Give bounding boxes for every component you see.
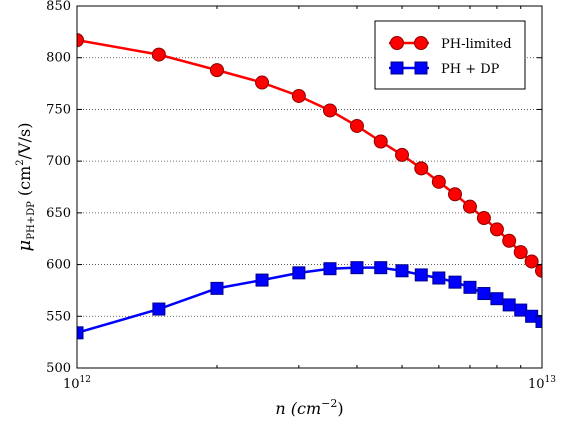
y-axis-label-open: (cm [15,166,34,201]
series-layer [77,33,542,340]
y-axis-label-sup: 2 [15,159,26,165]
data-point [373,134,388,149]
legend-item: PH-limited [389,36,512,52]
data-point [322,103,337,118]
y-tick-label: 750 [46,102,71,117]
data-point [395,147,410,162]
legend-marker [414,61,428,75]
data-point [431,174,446,189]
legend-marker [390,36,404,50]
data-point [291,88,306,103]
series-1 [77,33,542,278]
data-point [292,266,306,280]
data-point [513,245,528,260]
data-point [210,281,224,295]
data-point [489,222,504,237]
data-point [462,199,477,214]
data-point [374,261,388,275]
x-axis-label: n (cm−2) [275,397,343,418]
data-point [535,314,542,328]
data-point [209,63,224,78]
y-tick-label: 700 [46,154,71,169]
y-axis-label-sub: PH+DP [26,201,37,240]
y-tick-label: 650 [46,206,71,221]
data-point [151,47,166,62]
x-tick-label: 1013 [528,375,556,392]
data-point [414,268,428,282]
data-point [502,298,516,312]
data-point [524,254,539,269]
data-point [477,287,491,301]
data-point [350,261,364,275]
data-point [395,264,409,278]
data-point [77,33,84,48]
legend-label: PH + DP [441,62,500,77]
x-axis-label-exp: −2 [321,397,337,410]
y-tick-label: 600 [46,258,71,273]
data-point [463,280,477,294]
data-point [414,161,429,176]
y-axis-label-symbol: μ [14,240,35,252]
data-point [476,211,491,226]
legend-box [374,20,526,90]
y-tick-label: 550 [46,309,71,324]
legend-label: PH-limited [441,37,512,52]
data-point [349,118,364,133]
data-point [535,263,542,278]
legend: PH-limited PH + DP [374,20,526,90]
data-point [255,75,270,90]
y-axis-label-close: /V/s) [15,123,34,160]
data-point [448,187,463,202]
y-tick-label: 500 [46,361,71,376]
y-axis-label: μPH+DP (cm2/V/s) [14,123,37,252]
series-2 [77,261,542,340]
y-tick-label: 800 [46,51,71,66]
data-point [77,326,84,340]
x-axis-label-main: n (cm [275,399,321,418]
data-point [514,303,528,317]
plot-frame [76,5,543,369]
x-tick-label: 1012 [63,375,91,392]
legend-marker [390,61,404,75]
data-point [490,292,504,306]
data-point [448,275,462,289]
y-tick-label: 850 [46,0,71,14]
legend-marker [414,36,428,50]
data-point [432,271,446,285]
data-point [152,302,166,316]
data-point [502,233,517,248]
data-point [255,273,269,287]
data-point [323,262,337,276]
x-axis-label-close: ) [337,399,343,418]
legend-item: PH + DP [389,61,500,77]
axis-ticks: 500 550 600 650 700 750 800 850 1012 1013 [46,0,556,392]
